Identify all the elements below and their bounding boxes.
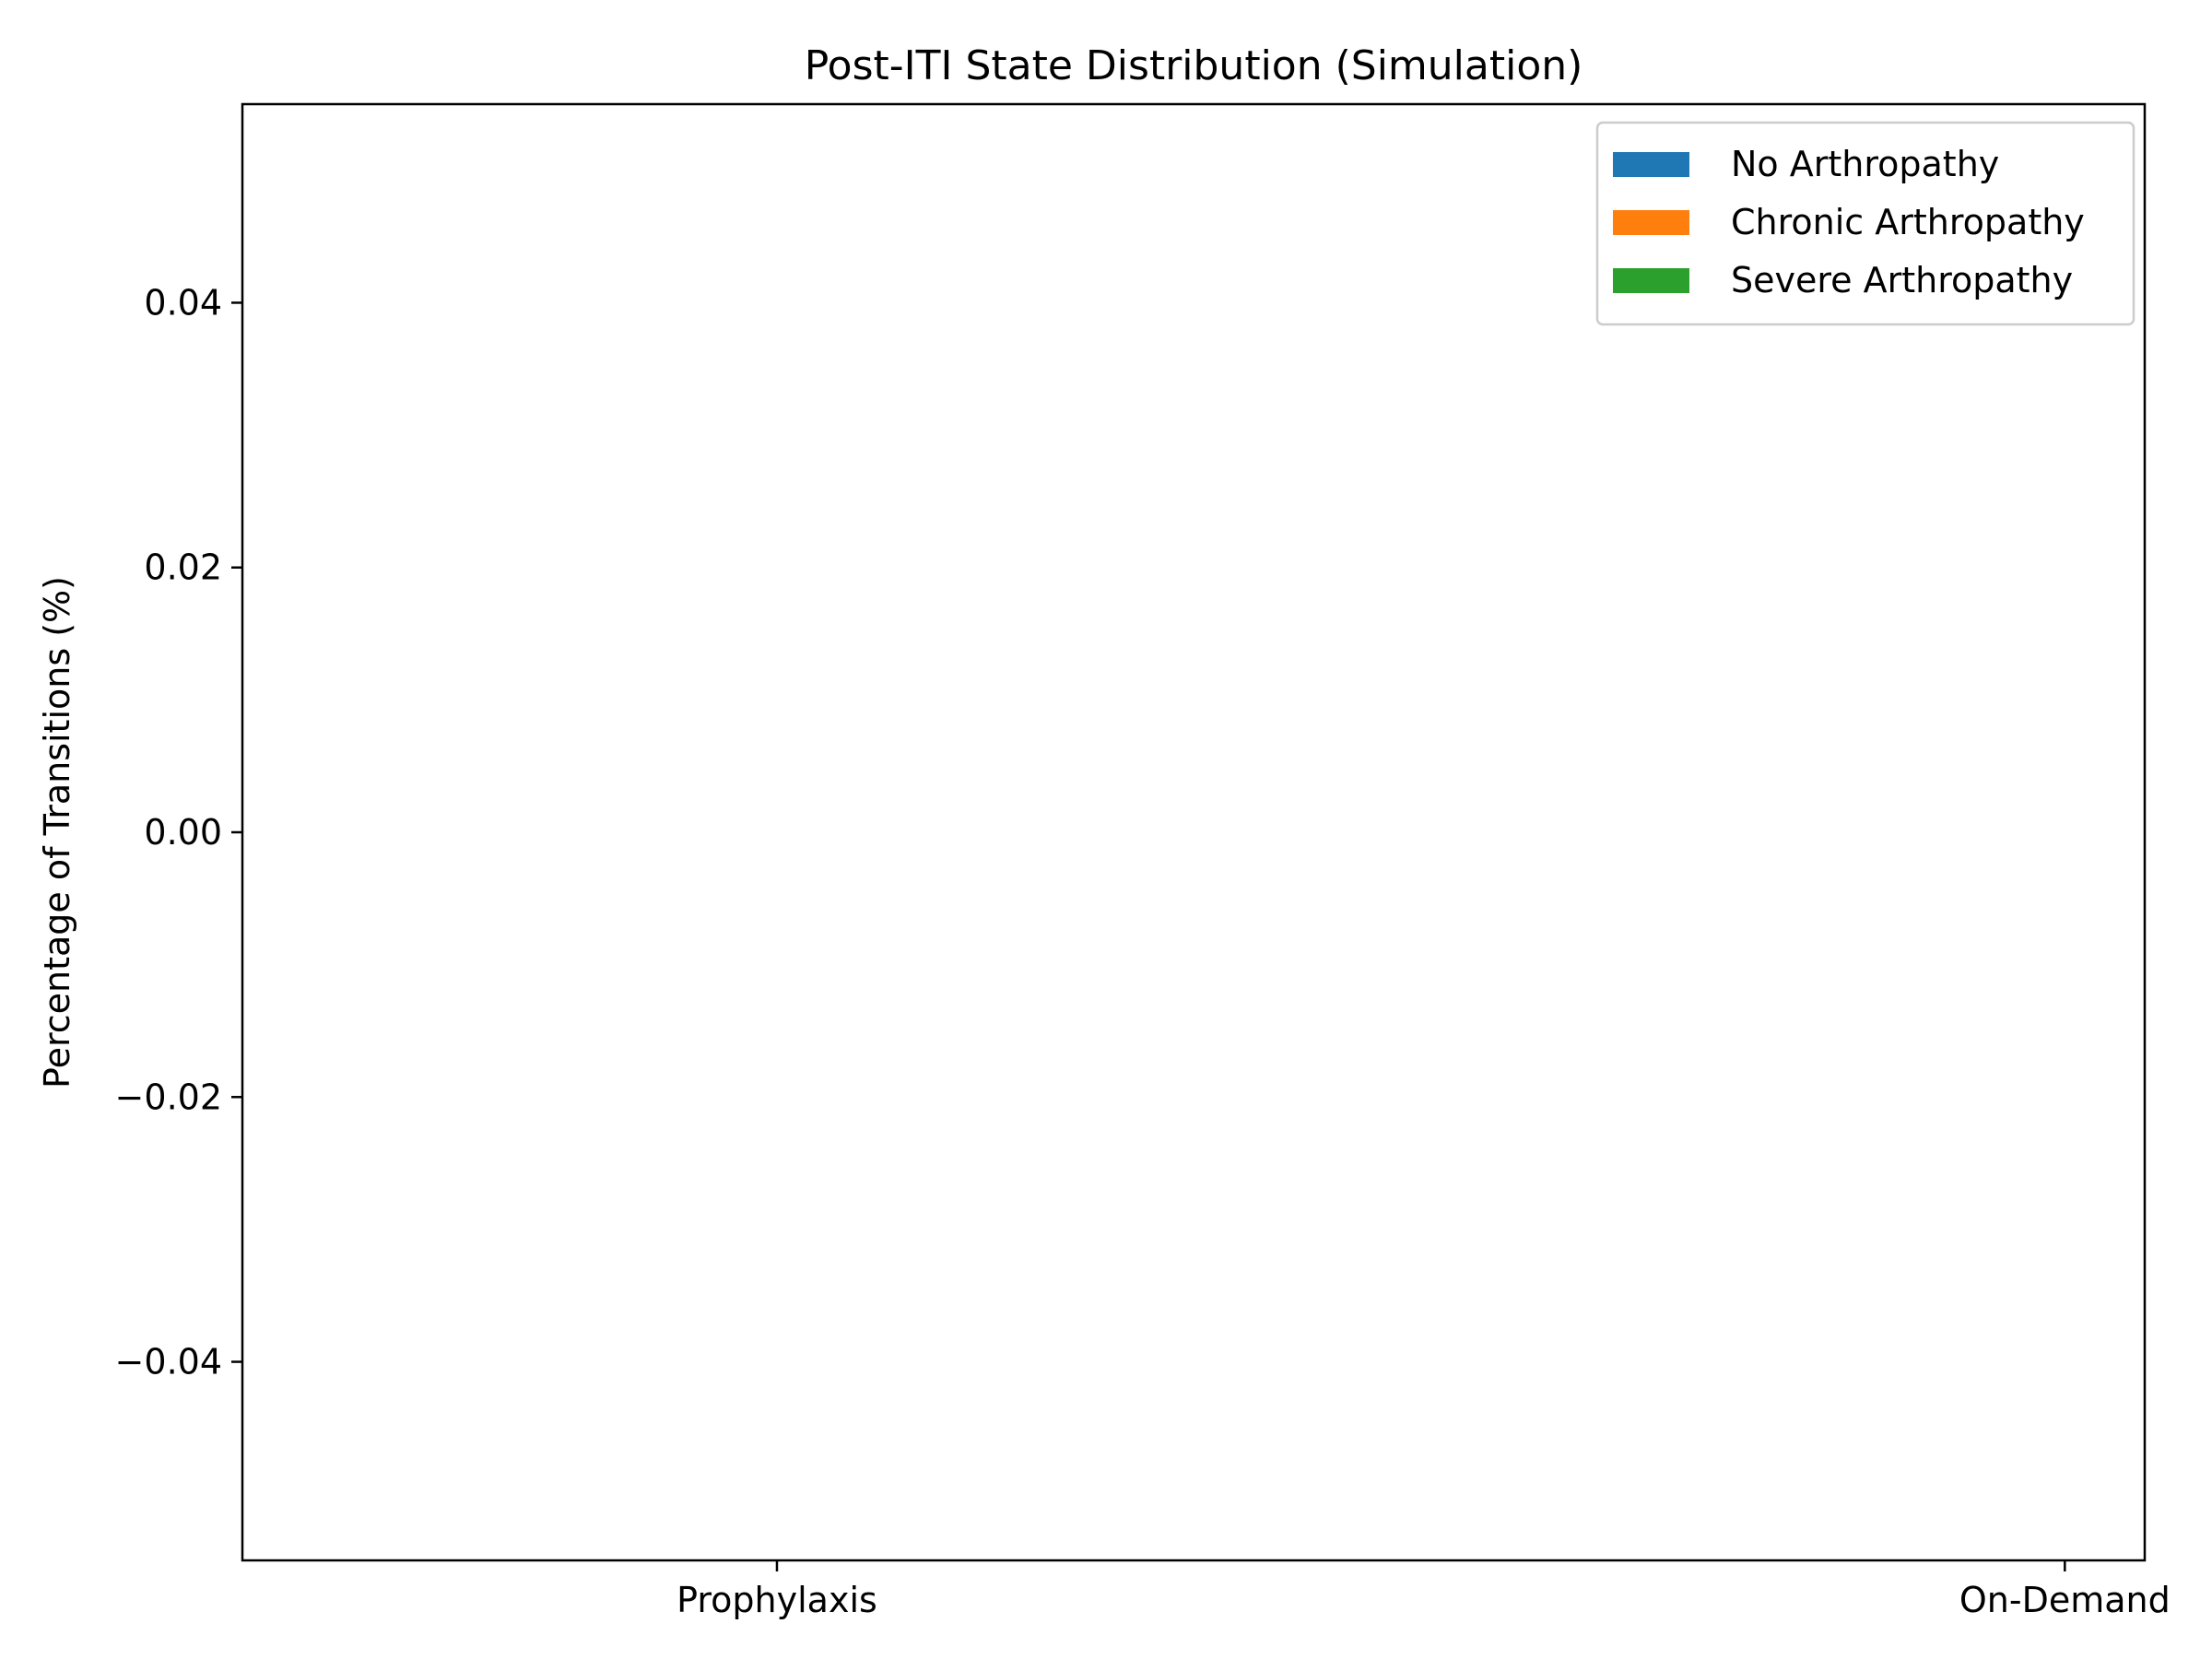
legend-swatch (1613, 152, 1689, 177)
legend-swatch (1613, 210, 1689, 235)
legend-label: Severe Arthropathy (1731, 260, 2073, 300)
legend-label: Chronic Arthropathy (1731, 202, 2085, 242)
x-axis: Prophylaxis On-Demand (677, 1560, 2171, 1620)
chart-title: Post-ITI State Distribution (Simulation) (805, 42, 1583, 89)
legend-swatch (1613, 268, 1689, 293)
legend-label: No Arthropathy (1731, 144, 1999, 184)
y-tick-label: 0.02 (144, 547, 222, 588)
x-tick-label: Prophylaxis (677, 1580, 877, 1620)
y-tick-label: −0.04 (115, 1342, 222, 1382)
legend: No Arthropathy Chronic Arthropathy Severe … (1595, 121, 2136, 326)
plot-frame (241, 102, 2147, 1562)
y-tick-label: −0.02 (115, 1077, 222, 1117)
y-tick-label: 0.04 (144, 282, 222, 323)
x-tick-label: On-Demand (1959, 1580, 2171, 1620)
y-tick-label: 0.00 (144, 812, 222, 853)
y-axis-label: Percentage of Transitions (%) (37, 576, 77, 1088)
y-axis: −0.04 −0.02 0.00 0.02 0.04 (115, 282, 242, 1382)
legend-box (1595, 121, 2136, 326)
